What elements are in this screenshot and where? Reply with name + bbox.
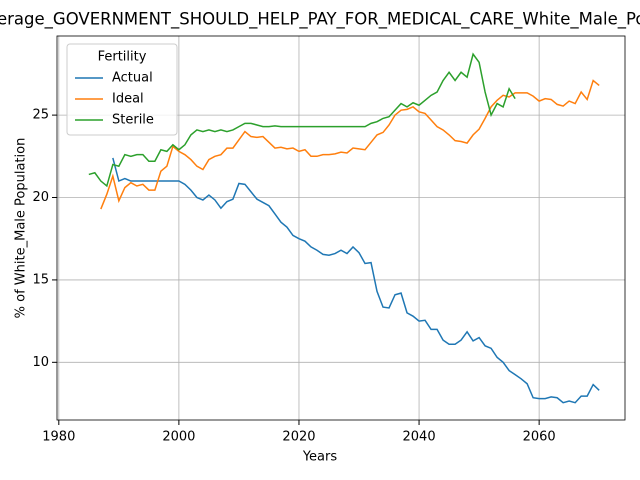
x-axis-label: Years <box>302 450 338 465</box>
y-axis-label: % of White_Male Population <box>14 138 29 319</box>
legend-box <box>66 43 178 136</box>
x-tick-label: 1980 <box>42 430 75 445</box>
legend-label: Sterile <box>112 113 154 128</box>
x-tick-label: 2020 <box>282 430 315 445</box>
plot-frame <box>56 35 626 421</box>
y-tick-label: 20 <box>32 190 49 205</box>
legend-label: Actual <box>112 71 153 86</box>
series-line <box>100 79 600 210</box>
chart-title: erage_GOVERNMENT_SHOULD_HELP_PAY_FOR_MED… <box>0 10 640 30</box>
series-line <box>88 52 516 188</box>
legend-label: Ideal <box>112 92 144 107</box>
y-tick-label: 10 <box>32 355 49 370</box>
legend-title: Fertility <box>98 50 147 65</box>
y-tick-label: 15 <box>32 272 49 287</box>
x-tick-label: 2060 <box>523 430 556 445</box>
y-tick-label: 25 <box>32 108 49 123</box>
x-tick-label: 2000 <box>162 430 195 445</box>
series-line <box>112 157 600 404</box>
x-tick-label: 2040 <box>403 430 436 445</box>
